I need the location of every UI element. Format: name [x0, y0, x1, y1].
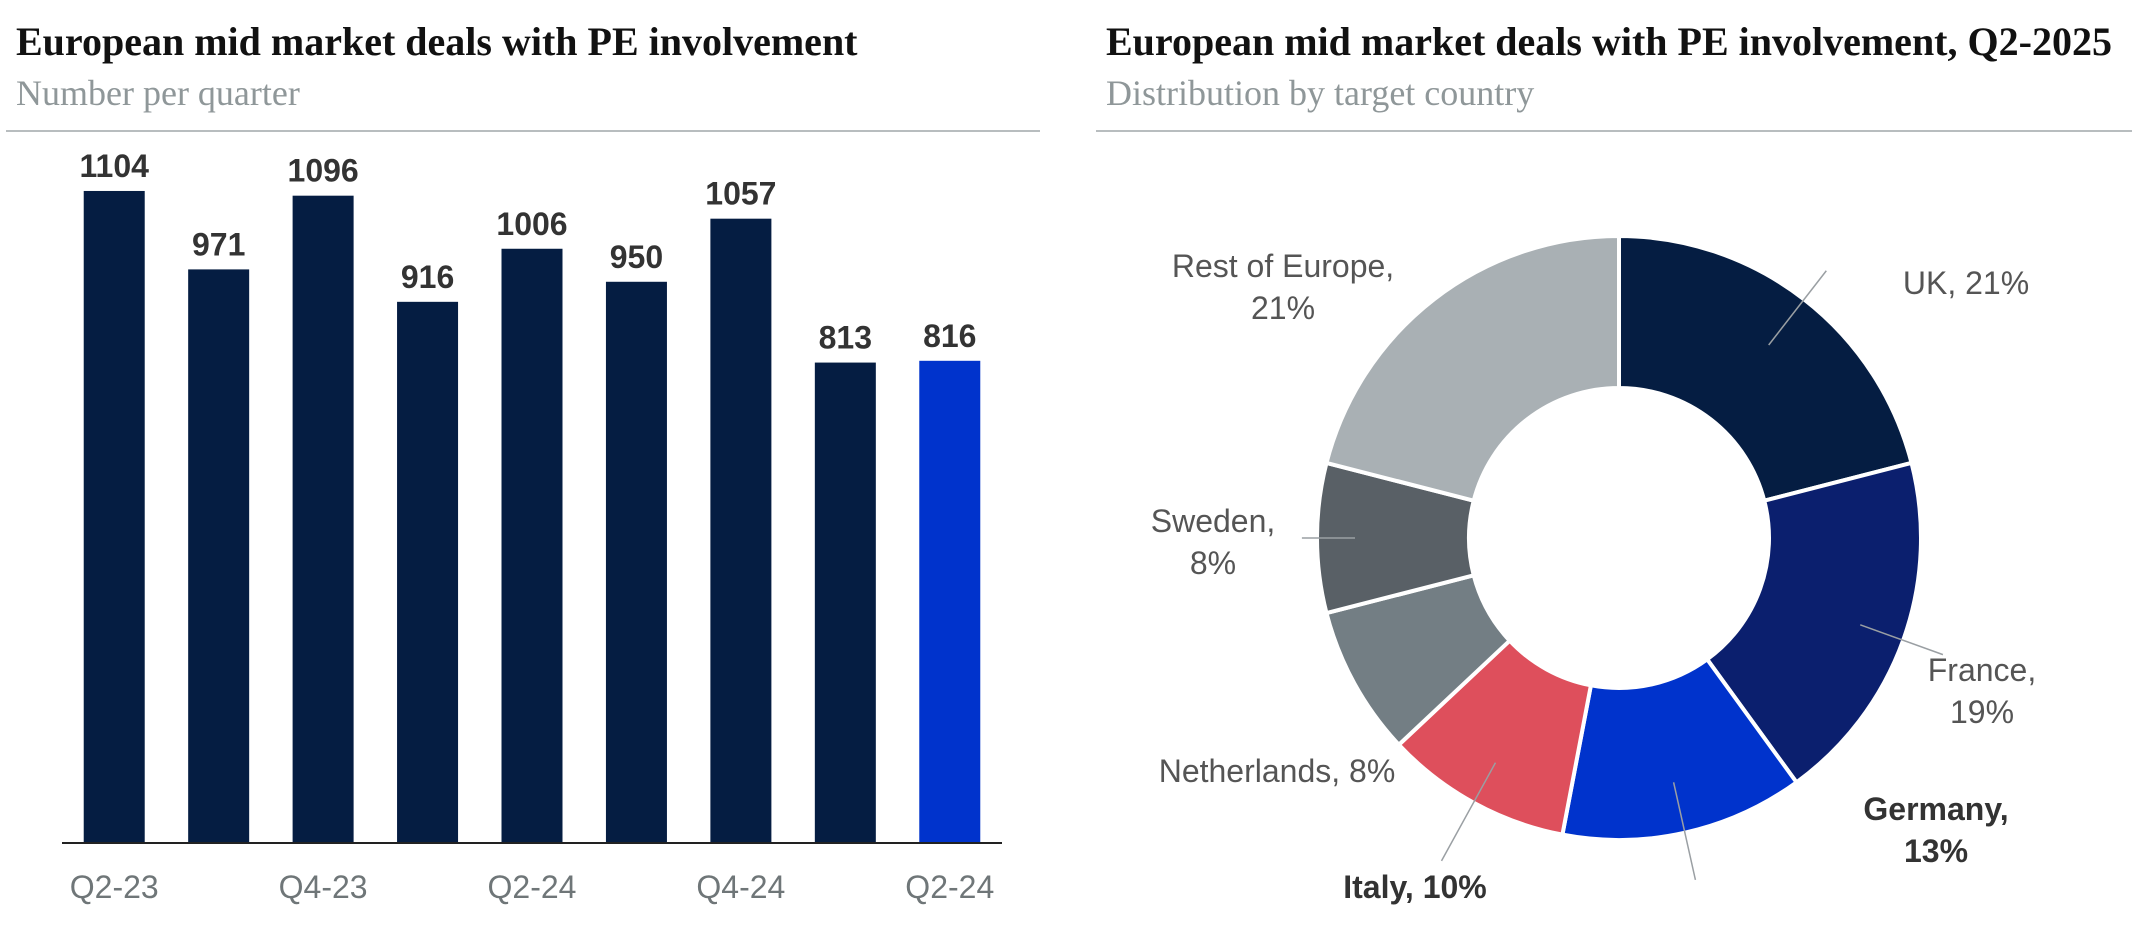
donut-chart: UK, 21% France, 19% Germany, 13% Italy, 10% Ne…	[1151, 234, 2036, 905]
bar-value-label: 971	[192, 226, 245, 262]
bar-value-label: 916	[401, 259, 454, 295]
leader-line	[1672, 782, 1697, 881]
x-tick-label: Q2-24	[905, 869, 994, 905]
bar-chart: 1104 971 1096 916 1006 950 1057 813 816 Q2-23 Q4-2…	[62, 148, 1002, 905]
bar-chart-panel: European mid market deals with PE involv…	[0, 0, 1050, 927]
slice-label: France,	[1928, 652, 2036, 688]
bar-value-label: 1104	[80, 148, 150, 184]
donut-chart-title: European mid market deals with PE involv…	[1106, 19, 2112, 64]
slice-label: Netherlands, 8%	[1159, 753, 1396, 789]
bar-Q2-25	[919, 360, 981, 842]
bar-Q1-24	[397, 301, 459, 842]
slice-label: 19%	[1950, 694, 2014, 730]
slice-label: UK, 21%	[1903, 265, 2029, 301]
bar-Q2-23	[83, 190, 145, 842]
bar-value-label: 1006	[496, 206, 567, 242]
donut-slice-germany	[1560, 657, 1799, 842]
bar-value-label: 1096	[288, 153, 359, 189]
leader-line	[1859, 624, 1944, 656]
x-tick-label: Q2-24	[488, 869, 577, 905]
x-tick-label: Q4-24	[696, 869, 785, 905]
donut-chart-title-divider	[1096, 130, 2132, 132]
donut-chart-panel: European mid market deals with PE involv…	[1090, 0, 2136, 927]
slice-label: 8%	[1190, 545, 1236, 581]
slice-label: Italy, 10%	[1343, 869, 1486, 905]
bar-chart-title-divider	[6, 130, 1040, 132]
leader-line	[1768, 270, 1827, 346]
donut-slice-uk	[1617, 234, 1914, 503]
x-tick-label: Q2-23	[70, 869, 159, 905]
bar-value-label: 813	[819, 320, 872, 356]
x-tick-label: Q4-23	[279, 869, 368, 905]
donut-slice-rest-of-europe	[1324, 234, 1621, 503]
bar-chart-title: European mid market deals with PE involv…	[16, 19, 858, 64]
slice-label: 13%	[1904, 833, 1968, 869]
slice-label: 21%	[1251, 290, 1315, 326]
bar-Q4-23	[292, 195, 354, 843]
bar-value-label: 1057	[705, 176, 776, 212]
leader-line	[1440, 762, 1497, 862]
bar-Q2-24	[501, 248, 563, 842]
bar-Q3-23	[188, 269, 250, 842]
bar-Q3-24	[605, 281, 667, 842]
bar-chart-subtitle: Number per quarter	[16, 73, 300, 113]
bar-value-label: 950	[610, 239, 663, 275]
bar-value-label: 816	[923, 318, 976, 354]
slice-label: Sweden,	[1151, 503, 1276, 539]
bar-Q4-24	[710, 218, 772, 843]
slice-label: Rest of Europe,	[1172, 248, 1394, 284]
bar-Q1-25	[814, 362, 876, 842]
donut-slice-france	[1705, 460, 1923, 785]
slice-label: Germany,	[1863, 791, 2008, 827]
donut-chart-subtitle: Distribution by target country	[1106, 73, 1535, 113]
